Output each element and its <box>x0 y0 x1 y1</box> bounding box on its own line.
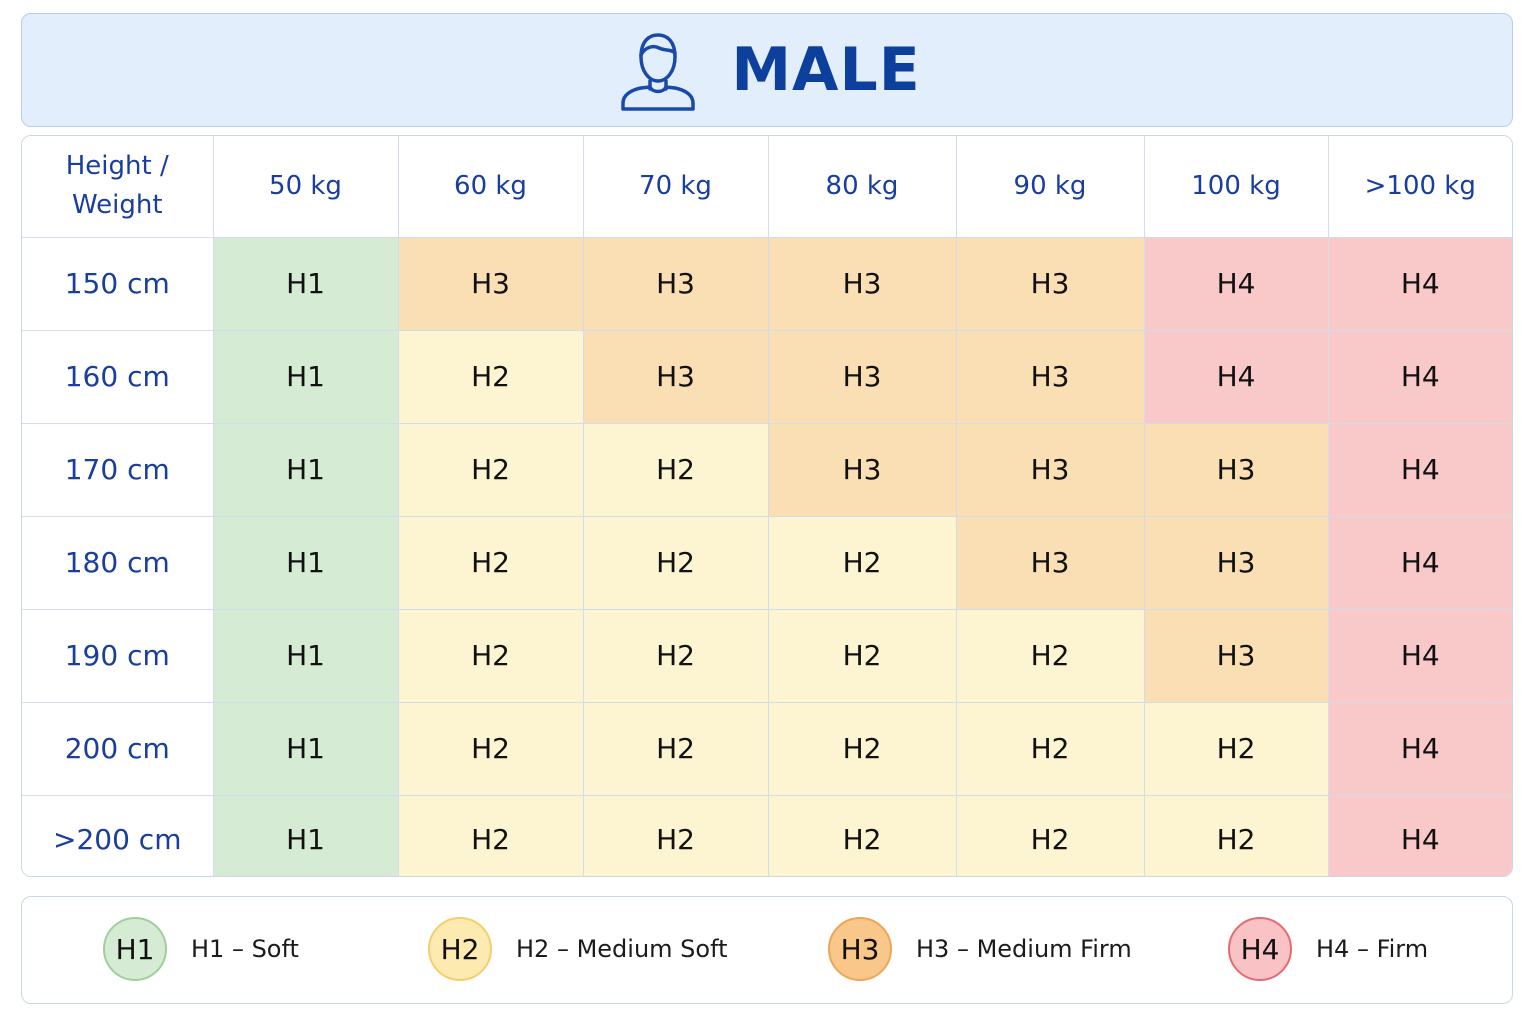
firmness-cell: H4 <box>1327 236 1512 331</box>
header-banner: MALE <box>21 13 1513 127</box>
firmness-cell: H3 <box>955 515 1145 610</box>
firmness-cell: H2 <box>397 701 584 796</box>
firmness-cell: H2 <box>767 608 957 703</box>
header-content: MALE <box>619 27 920 113</box>
weight-column-header: 70 kg <box>582 136 769 238</box>
firmness-cell: H1 <box>212 794 399 876</box>
weight-column-header: >100 kg <box>1327 136 1512 238</box>
firmness-cell: H1 <box>212 236 399 331</box>
legend-label: H4 – Firm <box>1316 935 1429 963</box>
height-row-header: 150 cm <box>22 236 214 331</box>
legend-badge: H4 <box>1228 917 1292 981</box>
firmness-cell: H3 <box>1143 515 1329 610</box>
weight-column-header: 50 kg <box>212 136 399 238</box>
firmness-cell: H4 <box>1327 608 1512 703</box>
weight-column-header: 100 kg <box>1143 136 1329 238</box>
firmness-cell: H1 <box>212 701 399 796</box>
corner-header: Height / Weight <box>22 136 214 238</box>
table-row: 150 cm H1 H3 H3 H3 H3 H4 H4 <box>22 236 1512 331</box>
height-row-header: 160 cm <box>22 329 214 424</box>
firmness-cell: H2 <box>955 701 1145 796</box>
firmness-cell: H3 <box>955 236 1145 331</box>
firmness-cell: H2 <box>582 422 769 517</box>
firmness-cell: H2 <box>1143 701 1329 796</box>
firmness-table-card: Height / Weight 50 kg 60 kg 70 kg 80 kg 90 kg 1… <box>21 135 1513 877</box>
firmness-cell: H2 <box>582 608 769 703</box>
corner-header-line: Weight <box>71 190 163 221</box>
firmness-cell: H2 <box>767 701 957 796</box>
firmness-cell: H2 <box>582 515 769 610</box>
table-body: Height / Weight 50 kg 60 kg 70 kg 80 kg 90 kg 1… <box>22 136 1512 876</box>
table-row: 170 cm H1 H2 H2 H3 H3 H3 H4 <box>22 422 1512 517</box>
table-row: 190 cm H1 H2 H2 H2 H2 H3 H4 <box>22 608 1512 703</box>
firmness-cell: H2 <box>397 329 584 424</box>
firmness-cell: H2 <box>582 794 769 876</box>
firmness-cell: H4 <box>1327 515 1512 610</box>
firmness-cell: H2 <box>767 794 957 876</box>
height-row-header: 180 cm <box>22 515 214 610</box>
legend-label: H1 – Soft <box>191 935 299 963</box>
height-row-header: 190 cm <box>22 608 214 703</box>
weight-column-header: 80 kg <box>767 136 957 238</box>
legend-label: H3 – Medium Firm <box>916 935 1132 963</box>
height-row-header: 170 cm <box>22 422 214 517</box>
weight-column-header: 90 kg <box>955 136 1145 238</box>
firmness-cell: H3 <box>955 329 1145 424</box>
firmness-cell: H2 <box>397 422 584 517</box>
firmness-cell: H2 <box>955 608 1145 703</box>
firmness-cell: H1 <box>212 329 399 424</box>
legend-badge: H2 <box>428 917 492 981</box>
corner-header-line: Height / <box>65 151 169 182</box>
firmness-cell: H4 <box>1327 329 1512 424</box>
firmness-cell: H4 <box>1327 794 1512 876</box>
table-row: 160 cm H1 H2 H3 H3 H3 H4 H4 <box>22 329 1512 424</box>
firmness-cell: H3 <box>582 329 769 424</box>
legend-badge: H1 <box>103 917 167 981</box>
firmness-cell: H2 <box>955 794 1145 876</box>
firmness-cell: H1 <box>212 422 399 517</box>
legend-label: H2 – Medium Soft <box>516 935 728 963</box>
firmness-cell: H3 <box>582 236 769 331</box>
firmness-cell: H4 <box>1327 701 1512 796</box>
firmness-cell: H3 <box>397 236 584 331</box>
person-icon <box>621 33 696 111</box>
height-row-header: >200 cm <box>22 794 214 876</box>
firmness-table: Height / Weight 50 kg 60 kg 70 kg 80 kg 90 kg 1… <box>22 136 1512 876</box>
legend-item: H2 H2 – Medium Soft <box>428 916 728 982</box>
firmness-cell: H2 <box>397 794 584 876</box>
legend: H1 H1 – Soft H2 H2 – Medium Soft H3 H3 – Medi… <box>21 896 1513 1004</box>
firmness-cell: H4 <box>1143 236 1329 331</box>
legend-item: H3 H3 – Medium Firm <box>828 916 1132 982</box>
legend-item: H4 H4 – Firm <box>1228 916 1428 982</box>
firmness-cell: H3 <box>955 422 1145 517</box>
height-row-header: 200 cm <box>22 701 214 796</box>
header-row: Height / Weight 50 kg 60 kg 70 kg 80 kg 90 kg 1… <box>22 136 1512 238</box>
firmness-cell: H3 <box>767 422 957 517</box>
firmness-cell: H3 <box>1143 422 1329 517</box>
table-row: 180 cm H1 H2 H2 H2 H3 H3 H4 <box>22 515 1512 610</box>
legend-badge: H3 <box>828 917 892 981</box>
firmness-cell: H3 <box>767 329 957 424</box>
table-row: >200 cm H1 H2 H2 H2 H2 H2 H4 <box>22 794 1512 876</box>
firmness-cell: H2 <box>397 515 584 610</box>
firmness-cell: H2 <box>1143 794 1329 876</box>
legend-item: H1 H1 – Soft <box>103 916 299 982</box>
table-row: 200 cm H1 H2 H2 H2 H2 H2 H4 <box>22 701 1512 796</box>
firmness-cell: H2 <box>767 515 957 610</box>
firmness-cell: H3 <box>767 236 957 331</box>
firmness-cell: H2 <box>582 701 769 796</box>
firmness-cell: H2 <box>397 608 584 703</box>
firmness-cell: H4 <box>1143 329 1329 424</box>
firmness-cell: H1 <box>212 515 399 610</box>
firmness-cell: H1 <box>212 608 399 703</box>
firmness-cell: H3 <box>1143 608 1329 703</box>
firmness-cell: H4 <box>1327 422 1512 517</box>
page-title: MALE <box>731 35 921 105</box>
weight-column-header: 60 kg <box>397 136 584 238</box>
